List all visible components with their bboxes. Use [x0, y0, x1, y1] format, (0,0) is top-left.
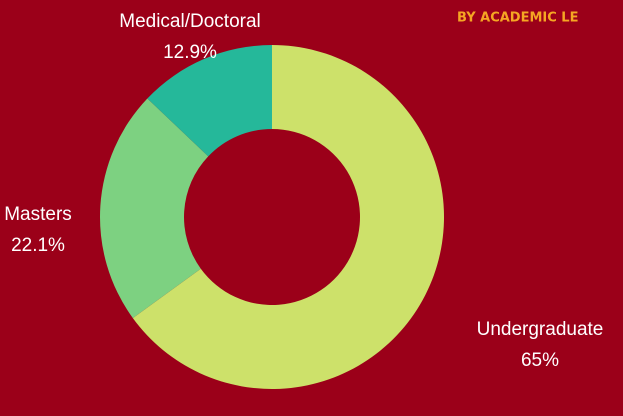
slice-label: Masters — [4, 204, 72, 225]
slice-value-label: 12.9% — [163, 42, 217, 63]
slice-value-label: 22.1% — [11, 235, 65, 256]
chart-title: BY ACADEMIC LE — [457, 11, 578, 26]
slice-label: Undergraduate — [477, 319, 604, 340]
donut-slice — [147, 45, 272, 157]
donut-slice — [132, 45, 445, 389]
donut-slice — [100, 98, 209, 319]
slice-value-label: 65% — [521, 350, 559, 371]
slice-label: Medical/Doctoral — [119, 11, 261, 32]
